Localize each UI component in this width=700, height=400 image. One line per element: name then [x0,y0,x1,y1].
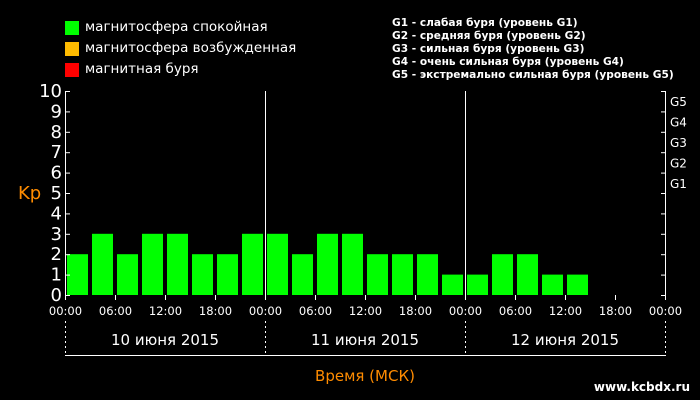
legend-label-disturbed: магнитосфера возбужденная [85,40,297,56]
day-label: 11 июня 2015 [311,331,419,349]
y-tick-label: 3 [51,224,62,245]
x-tick-label: 00:00 [49,304,82,318]
watermark: www.kcbdx.ru [593,380,690,394]
x-tick-label: 18:00 [199,304,232,318]
legend-swatch-storm [65,62,79,77]
storm-level-g4: G4 - очень сильная буря (уровень G4) [392,56,624,68]
y-axis-title: Kp [18,183,41,204]
kp-bar [67,254,88,295]
kp-bar [417,254,438,295]
x-tick-label: 06:00 [299,304,332,318]
y-tick-label: 6 [51,163,62,184]
y-tick-label: 2 [51,244,62,265]
kp-bar [517,254,538,295]
kp-bar [242,233,263,295]
legend-label-quiet: магнитосфера спокойная [85,19,268,35]
kp-bar [117,254,138,295]
x-axis-title: Время (МСК) [315,367,415,385]
kp-bar [567,274,588,295]
day-label: 12 июня 2015 [511,331,619,349]
kp-bar [392,254,413,295]
g-tick-label: G3 [670,136,687,150]
y-tick-label: 9 [51,101,62,122]
x-tick-label: 12:00 [549,304,582,318]
g-tick-label: G4 [670,116,687,130]
x-tick-label: 06:00 [99,304,132,318]
kp-bar [142,233,163,295]
kp-bar [467,274,488,295]
legend: магнитосфера спокойная магнитосфера возб… [65,17,296,80]
legend-swatch-disturbed [65,41,79,56]
kp-bar [317,233,338,295]
y-tick-label: 10 [39,81,62,102]
g-tick-label: G2 [670,156,687,170]
storm-level-g5: G5 - экстремально сильная буря (уровень … [392,69,674,81]
storm-level-g1: G1 - слабая буря (уровень G1) [392,17,578,29]
y-tick-label: 4 [51,203,62,224]
kp-bar [92,233,113,295]
kp-bar [167,233,188,295]
legend-label-storm: магнитная буря [85,61,199,77]
x-tick-label: 12:00 [349,304,382,318]
x-tick-label: 00:00 [449,304,482,318]
y-tick-label: 7 [51,142,62,163]
y-tick-label: 1 [51,265,62,286]
x-tick-label: 12:00 [149,304,182,318]
kp-bar [442,274,463,295]
legend-item-quiet: магнитосфера спокойная [65,17,296,38]
storm-level-g2: G2 - средняя буря (уровень G2) [392,30,586,42]
x-tick-label: 00:00 [249,304,282,318]
kp-bar [542,274,563,295]
kp-bar [367,254,388,295]
kp-bar [267,233,288,295]
y-tick-label: 5 [51,183,62,204]
x-tick-label: 18:00 [399,304,432,318]
legend-item-storm: магнитная буря [65,59,296,80]
x-tick-label: 18:00 [599,304,632,318]
g-tick-label: G1 [670,177,687,191]
y-tick-label: 8 [51,122,62,143]
storm-level-list: G1 - слабая буря (уровень G1) G2 - средн… [392,17,674,82]
legend-swatch-quiet [65,20,79,35]
kp-bar [492,254,513,295]
y-tick-label: 0 [51,285,62,306]
x-tick-label: 00:00 [649,304,682,318]
kp-bar [342,233,363,295]
g-tick-label: G5 [670,95,687,109]
kp-bar [217,254,238,295]
legend-item-disturbed: магнитосфера возбужденная [65,38,296,59]
storm-level-g3: G3 - сильная буря (уровень G3) [392,43,585,55]
x-tick-label: 06:00 [499,304,532,318]
kp-bar [292,254,313,295]
day-label: 10 июня 2015 [111,331,219,349]
kp-bar [192,254,213,295]
